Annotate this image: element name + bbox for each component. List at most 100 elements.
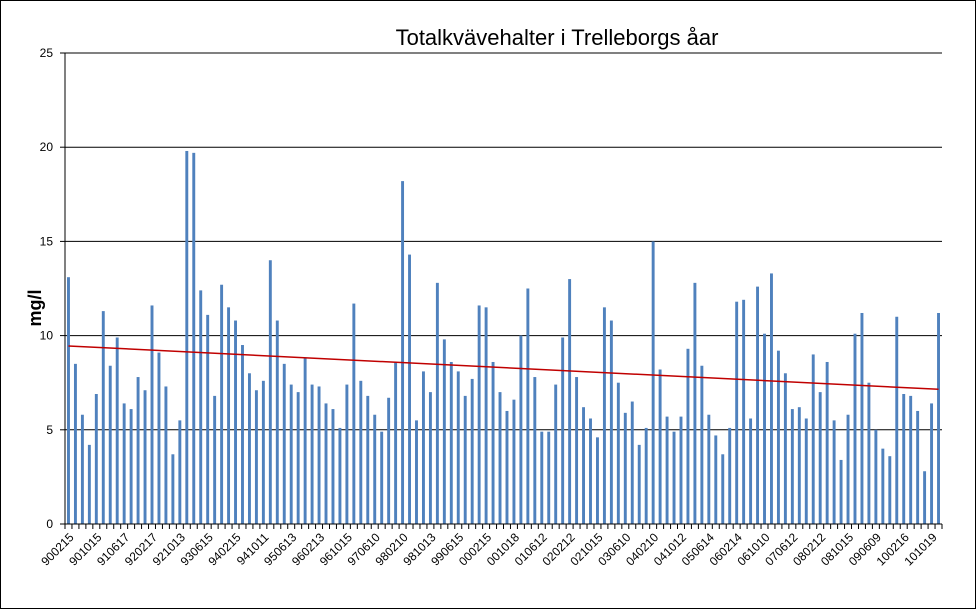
- bar: [554, 384, 558, 524]
- bar: [937, 312, 940, 524]
- bar: [241, 345, 244, 524]
- bar: [630, 401, 634, 524]
- bar: [234, 320, 237, 524]
- bar: [749, 418, 753, 524]
- bar: [644, 427, 648, 524]
- bar: [303, 358, 307, 524]
- bar: [700, 365, 704, 524]
- y-tick-labels: 0 5 10 15 20 25: [40, 46, 54, 531]
- bar: [150, 305, 154, 524]
- chart-title: Totalkvävehalter i Trelleborgs åar: [396, 25, 719, 50]
- bar: [366, 395, 370, 524]
- bar: [651, 241, 655, 524]
- bar: [352, 303, 356, 524]
- bar: [213, 395, 217, 524]
- bar: [387, 397, 391, 524]
- bar: [143, 390, 147, 524]
- y-tick-label: 5: [46, 423, 53, 437]
- y-tick-label: 25: [40, 46, 54, 60]
- bar: [324, 403, 328, 524]
- bar: [804, 418, 808, 524]
- bar: [839, 459, 843, 524]
- bar: [268, 260, 272, 524]
- bar: [415, 420, 418, 524]
- bar: [345, 384, 349, 524]
- bar: [359, 380, 363, 524]
- bar: [282, 363, 286, 524]
- bar: [672, 431, 676, 524]
- bar: [533, 377, 537, 524]
- bar: [658, 369, 662, 524]
- bar: [770, 273, 773, 524]
- trendline: [68, 345, 939, 391]
- trendline: [68, 345, 939, 391]
- bar: [254, 390, 258, 524]
- bar: [435, 282, 439, 524]
- bar: [317, 386, 321, 524]
- bar: [80, 414, 84, 524]
- bars: [67, 150, 940, 525]
- y-axis-label: mg/l: [25, 289, 45, 326]
- bar: [686, 348, 690, 524]
- bar: [909, 395, 913, 524]
- bar: [87, 444, 91, 524]
- bar: [178, 420, 182, 524]
- bar: [776, 350, 780, 524]
- bar: [380, 431, 384, 524]
- bar: [122, 403, 126, 524]
- bar: [491, 361, 495, 524]
- bar: [596, 437, 599, 524]
- y-tick-label: 10: [40, 329, 54, 343]
- bar: [679, 416, 683, 524]
- bar: [540, 431, 544, 524]
- bar: [519, 335, 523, 524]
- bar: [561, 337, 565, 524]
- bar: [547, 431, 551, 524]
- bar: [456, 371, 460, 524]
- bar: [331, 409, 335, 524]
- bar: [94, 394, 98, 524]
- bar: [742, 299, 746, 524]
- bar: [185, 150, 189, 524]
- bar: [721, 454, 725, 524]
- bar: [916, 410, 920, 524]
- bar: [129, 409, 133, 524]
- bar: [394, 361, 398, 524]
- bar: [846, 414, 850, 524]
- bar: [512, 399, 516, 524]
- bar: [199, 290, 203, 524]
- bar: [296, 392, 300, 524]
- bar: [261, 380, 265, 524]
- bar: [442, 339, 446, 524]
- bar: [637, 444, 641, 524]
- bar: [728, 427, 732, 524]
- bar: [421, 371, 425, 524]
- bar: [136, 377, 140, 524]
- bar: [470, 378, 474, 524]
- bar: [825, 361, 829, 524]
- bar: [783, 373, 787, 524]
- y-tick-label: 15: [40, 234, 54, 248]
- y-tick-label: 20: [40, 140, 54, 154]
- bar: [853, 333, 857, 524]
- bar: [338, 427, 342, 524]
- bar: [589, 418, 592, 524]
- bar: [568, 279, 572, 524]
- bar: [101, 311, 105, 524]
- bar: [73, 363, 77, 524]
- bar: [67, 277, 70, 524]
- bar: [108, 365, 112, 524]
- bar: [735, 301, 739, 524]
- bar: [247, 373, 251, 524]
- bar: [484, 307, 488, 524]
- bar: [930, 403, 934, 524]
- bar: [463, 395, 467, 524]
- bar: [428, 392, 432, 524]
- bar: [408, 254, 411, 524]
- bar: [275, 320, 279, 524]
- bar: [171, 454, 175, 524]
- bar: [505, 410, 509, 524]
- bar: [289, 384, 293, 524]
